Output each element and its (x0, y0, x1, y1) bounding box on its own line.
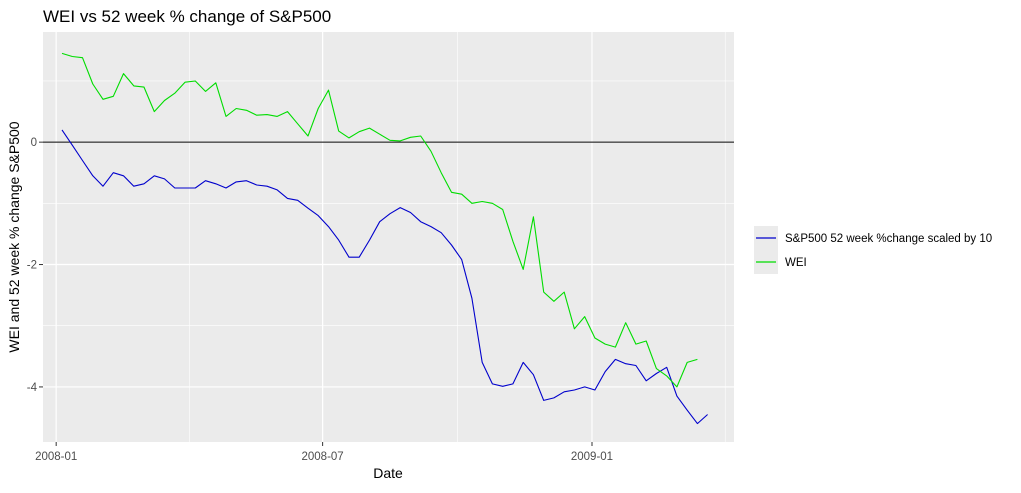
legend: S&P500 52 week %change scaled by 10 WEI (754, 226, 992, 274)
x-tick-label: 2008-07 (302, 451, 344, 463)
minor-gridlines-y (43, 80, 734, 327)
minor-gridlines-x (189, 32, 726, 442)
series-line-wei (61, 52, 698, 388)
legend-label: S&P500 52 week %change scaled by 10 (785, 233, 992, 245)
chart-title: WEI vs 52 week % change of S&P500 (43, 7, 331, 26)
x-tick-label: 2009-01 (571, 451, 613, 463)
legend-label: WEI (785, 257, 807, 269)
y-tick-label: -4 (27, 382, 38, 394)
series-layer (61, 52, 708, 425)
y-axis-title: WEI and 52 week % change S&P500 (6, 121, 22, 352)
x-axis-title: Date (373, 465, 403, 481)
y-tick-label: -2 (27, 260, 37, 272)
series-line-sp500 (61, 129, 708, 425)
plot-panel (43, 32, 734, 442)
y-tick-label: 0 (31, 137, 37, 149)
x-tick-label: 2008-01 (35, 451, 77, 463)
x-axis-ticks: 2008-01 2008-07 2009-01 (35, 442, 613, 463)
y-axis-ticks: 0 -2 -4 (27, 137, 43, 394)
